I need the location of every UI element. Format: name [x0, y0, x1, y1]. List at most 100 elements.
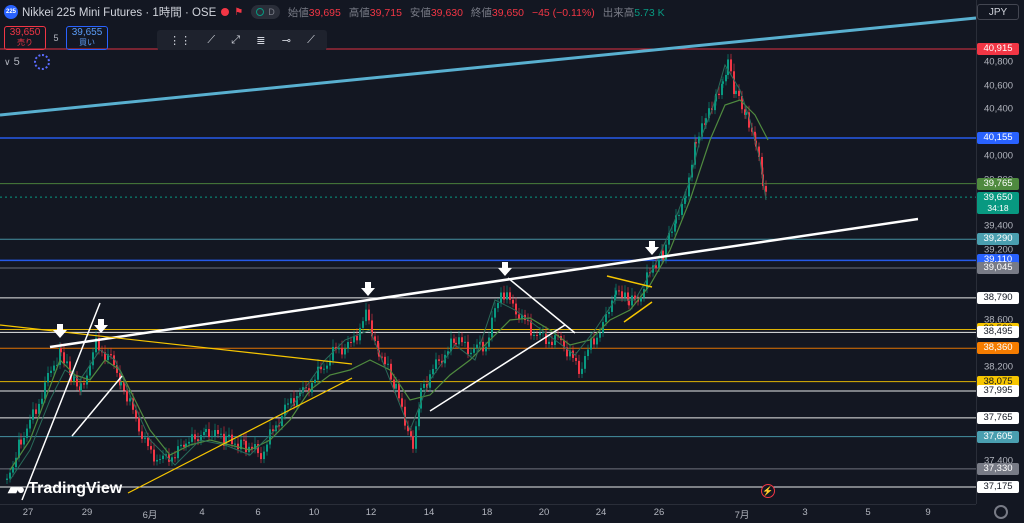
price-level-tag[interactable]: 40,155	[977, 132, 1019, 144]
candle	[675, 215, 677, 224]
candle	[384, 356, 386, 365]
hline-tool-icon[interactable]: ⊸	[281, 34, 291, 47]
price-tick: 40,400	[984, 103, 1014, 115]
trendline-cyan[interactable]	[0, 16, 976, 117]
last-price-tag[interactable]: 39,650 34:18	[977, 192, 1019, 215]
flag-icon[interactable]: ⚑	[234, 6, 244, 18]
trendline-white-main[interactable]	[49, 217, 919, 349]
candle	[515, 303, 517, 315]
candle	[521, 314, 523, 319]
market-status-badge[interactable]: D	[251, 5, 280, 19]
price-level-tag[interactable]: 39,290	[977, 233, 1019, 246]
trendline-yellow-short2[interactable]	[623, 301, 653, 323]
candle	[89, 365, 91, 376]
candle	[220, 433, 222, 435]
candle	[60, 348, 62, 353]
price-level-tag[interactable]: 40,915	[977, 43, 1019, 55]
candle	[718, 93, 720, 96]
price-level-tag[interactable]: 37,605	[977, 430, 1019, 443]
candle	[260, 453, 262, 460]
candle	[56, 364, 58, 366]
candle	[754, 131, 756, 141]
trendline-yellow-short1[interactable]	[606, 275, 653, 288]
candle	[323, 368, 325, 370]
trendline-white-up2[interactable]	[71, 375, 123, 437]
candle	[584, 356, 586, 369]
candle	[467, 341, 469, 355]
candle	[494, 308, 496, 318]
price-level-tag[interactable]: 37,175	[977, 481, 1019, 493]
candle	[296, 396, 298, 406]
currency-button[interactable]: JPY	[977, 4, 1019, 20]
price-tick: 38,600	[984, 314, 1014, 326]
candle	[197, 439, 199, 442]
candle	[302, 387, 304, 393]
trade-buttons: 39,650 売り 5 39,655 買い	[0, 26, 108, 50]
indicator-value: 5	[13, 56, 20, 68]
price-axis[interactable]	[976, 0, 1024, 504]
candle	[671, 231, 673, 233]
price-level-tag[interactable]: 38,360	[977, 342, 1019, 355]
chevron-down-icon[interactable]: ∨	[4, 56, 11, 67]
price-level-tag[interactable]: 37,765	[977, 411, 1019, 424]
candle	[497, 303, 499, 309]
fib-tool-icon[interactable]: ≣	[256, 34, 266, 47]
candle	[205, 429, 207, 432]
price-level-tag[interactable]: 38,790	[977, 291, 1019, 304]
candle	[527, 320, 529, 322]
time-tick: 4	[199, 507, 205, 518]
candle	[47, 372, 49, 383]
lightning-icon[interactable]: ⚡	[761, 484, 775, 498]
trendline-tool-icon[interactable]: ⟋	[207, 33, 216, 46]
price-level-tag[interactable]: 39,765	[977, 177, 1019, 190]
sell-button[interactable]: 39,650 売り	[4, 26, 46, 50]
trendline-white-down[interactable]	[507, 277, 576, 334]
trendline-white-up3[interactable]	[429, 324, 566, 412]
settings-gear-icon[interactable]	[994, 505, 1008, 519]
candle	[658, 259, 660, 269]
candle	[407, 425, 409, 432]
price-level-tag[interactable]: 38,075	[977, 375, 1019, 388]
time-axis[interactable]	[0, 504, 976, 523]
candle	[536, 334, 538, 336]
price-level-tag[interactable]: 37,330	[977, 462, 1019, 475]
candle	[447, 351, 449, 355]
candle	[453, 338, 455, 343]
candle	[678, 214, 680, 216]
drag-handle-icon[interactable]: ⋮⋮	[169, 34, 192, 47]
candle	[41, 398, 43, 404]
candle	[745, 112, 747, 115]
candle	[92, 352, 94, 366]
price-chart[interactable]	[0, 0, 976, 504]
trendline-white-up1[interactable]	[21, 302, 101, 501]
candle	[730, 59, 732, 72]
price-level-tag[interactable]: 39,045	[977, 262, 1019, 274]
trendline-yellow-down[interactable]	[0, 324, 353, 365]
candle	[387, 363, 389, 365]
symbol-logo[interactable]: 225	[4, 5, 18, 19]
candle	[735, 90, 737, 95]
candle	[621, 291, 623, 298]
candle	[684, 197, 686, 204]
candle	[156, 459, 158, 462]
candle	[688, 177, 690, 197]
candle	[80, 383, 82, 392]
candle	[208, 429, 210, 438]
path-tool-icon[interactable]: ⟋	[307, 33, 315, 46]
buy-button[interactable]: 39,655 買い	[66, 26, 108, 50]
symbol-title[interactable]: Nikkei 225 Mini Futures · 1時間 · OSE	[22, 7, 217, 19]
trendline-yellow-up[interactable]	[127, 377, 353, 494]
candle	[138, 417, 140, 432]
candle	[464, 341, 466, 343]
candle	[329, 360, 331, 366]
candle	[32, 409, 34, 420]
candle	[377, 340, 379, 351]
price-level-tag[interactable]: 38,495	[977, 326, 1019, 339]
candle	[695, 142, 697, 144]
ray-tool-icon[interactable]: ⤢	[231, 33, 241, 46]
candle	[104, 352, 106, 361]
tradingview-logo[interactable]: ▰● TradingView	[8, 480, 123, 497]
price-level-tag[interactable]: 37,995	[977, 384, 1019, 397]
price-tick: 39,200	[984, 244, 1014, 256]
candle	[350, 341, 352, 343]
